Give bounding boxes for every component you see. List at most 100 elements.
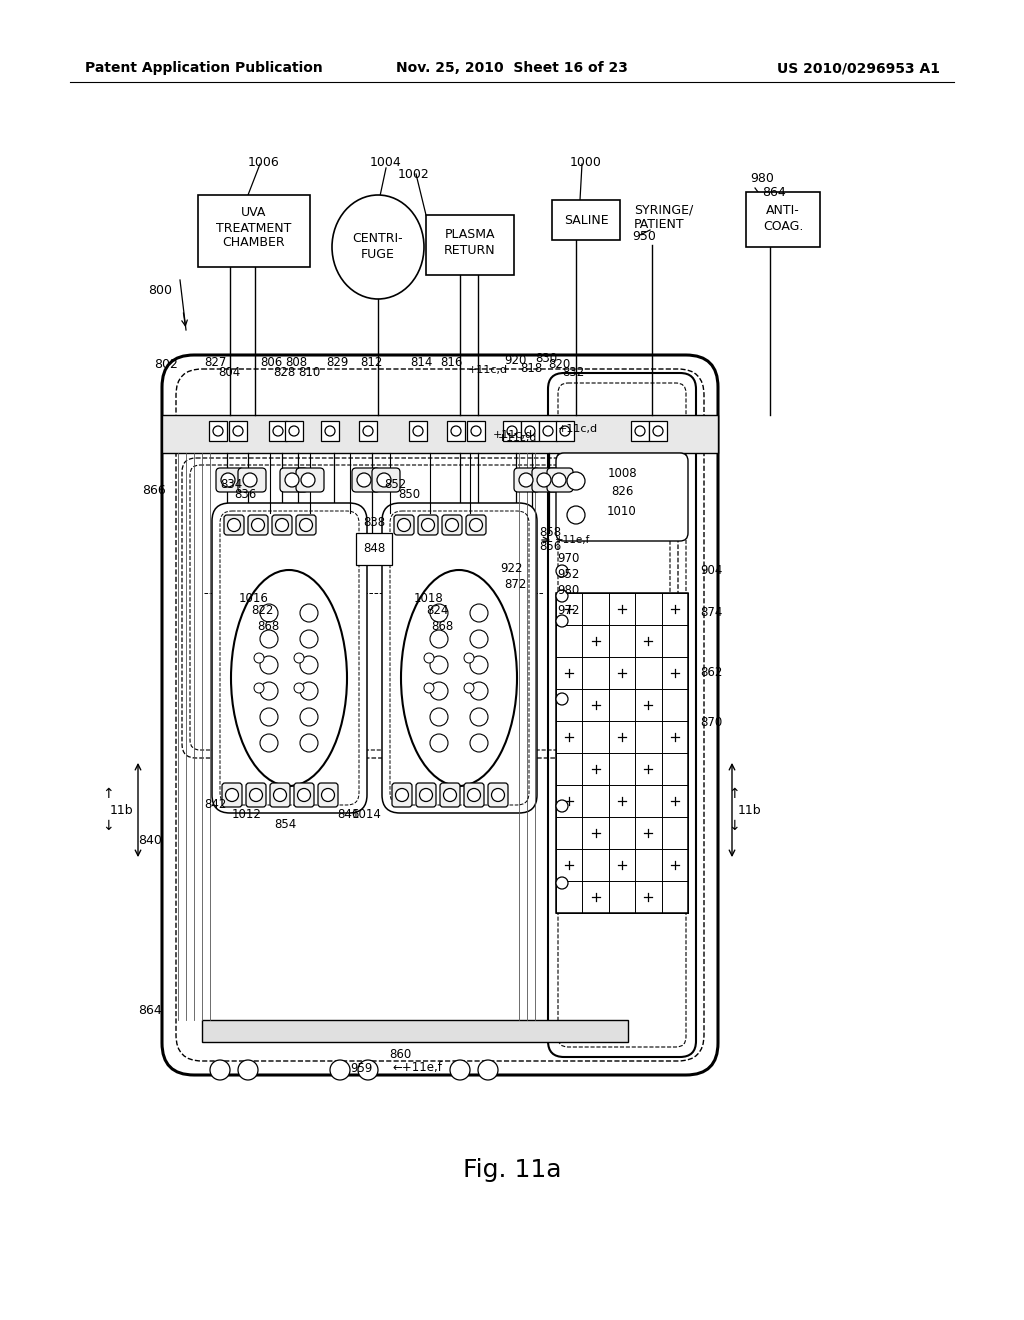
Text: CHAMBER: CHAMBER bbox=[222, 236, 286, 249]
FancyBboxPatch shape bbox=[270, 783, 290, 807]
Circle shape bbox=[300, 605, 318, 622]
Circle shape bbox=[470, 734, 488, 752]
Circle shape bbox=[635, 426, 645, 436]
Text: 866: 866 bbox=[142, 483, 166, 496]
Bar bbox=[503, 421, 521, 441]
Circle shape bbox=[556, 876, 568, 888]
Text: 1002: 1002 bbox=[398, 169, 430, 181]
Bar bbox=[356, 533, 392, 565]
FancyBboxPatch shape bbox=[464, 783, 484, 807]
Bar bbox=[409, 421, 427, 441]
Circle shape bbox=[443, 788, 457, 801]
Circle shape bbox=[470, 708, 488, 726]
Text: 810: 810 bbox=[298, 367, 321, 380]
Circle shape bbox=[289, 426, 299, 436]
Bar bbox=[426, 215, 514, 275]
Circle shape bbox=[227, 519, 241, 532]
Text: 836: 836 bbox=[234, 488, 256, 502]
Bar bbox=[556, 421, 574, 441]
Text: Fig. 11a: Fig. 11a bbox=[463, 1158, 561, 1181]
Circle shape bbox=[300, 708, 318, 726]
Circle shape bbox=[464, 682, 474, 693]
Circle shape bbox=[358, 1060, 378, 1080]
Text: PLASMA: PLASMA bbox=[444, 228, 496, 242]
Circle shape bbox=[567, 506, 585, 524]
Circle shape bbox=[413, 426, 423, 436]
Bar bbox=[467, 421, 485, 441]
Text: 1014: 1014 bbox=[352, 808, 382, 821]
Text: 970: 970 bbox=[557, 552, 580, 565]
Circle shape bbox=[470, 682, 488, 700]
Text: 848: 848 bbox=[362, 543, 385, 556]
Circle shape bbox=[357, 473, 371, 487]
Ellipse shape bbox=[401, 570, 517, 785]
Circle shape bbox=[469, 519, 482, 532]
Text: 820: 820 bbox=[548, 358, 570, 371]
Circle shape bbox=[470, 605, 488, 622]
Text: 800: 800 bbox=[148, 284, 172, 297]
Circle shape bbox=[260, 656, 278, 675]
Text: 1006: 1006 bbox=[248, 157, 280, 169]
Circle shape bbox=[330, 1060, 350, 1080]
Text: PATIENT: PATIENT bbox=[634, 218, 685, 231]
Circle shape bbox=[225, 788, 239, 801]
Circle shape bbox=[470, 656, 488, 675]
Circle shape bbox=[322, 788, 335, 801]
Circle shape bbox=[556, 615, 568, 627]
Text: 980: 980 bbox=[750, 173, 774, 186]
FancyBboxPatch shape bbox=[442, 515, 462, 535]
Text: ←+11e,f: ←+11e,f bbox=[392, 1061, 442, 1074]
Text: Patent Application Publication: Patent Application Publication bbox=[85, 61, 323, 75]
Circle shape bbox=[464, 653, 474, 663]
Text: 850: 850 bbox=[398, 488, 420, 502]
Text: US 2010/0296953 A1: US 2010/0296953 A1 bbox=[777, 61, 940, 75]
Text: 832: 832 bbox=[562, 366, 585, 379]
Circle shape bbox=[298, 788, 310, 801]
Text: 804: 804 bbox=[218, 367, 241, 380]
FancyBboxPatch shape bbox=[222, 783, 242, 807]
Circle shape bbox=[430, 656, 449, 675]
Circle shape bbox=[552, 473, 566, 487]
FancyBboxPatch shape bbox=[352, 469, 380, 492]
Text: +11c,d: +11c,d bbox=[493, 430, 534, 440]
Text: 802: 802 bbox=[154, 358, 178, 371]
Circle shape bbox=[445, 519, 459, 532]
Text: 959: 959 bbox=[350, 1061, 373, 1074]
Circle shape bbox=[430, 605, 449, 622]
Circle shape bbox=[301, 473, 315, 487]
Text: 1004: 1004 bbox=[370, 157, 401, 169]
Bar bbox=[269, 421, 287, 441]
Text: +11c,d: +11c,d bbox=[468, 366, 508, 375]
FancyBboxPatch shape bbox=[280, 469, 308, 492]
Text: RETURN: RETURN bbox=[444, 244, 496, 257]
FancyBboxPatch shape bbox=[547, 469, 573, 492]
Circle shape bbox=[260, 630, 278, 648]
Circle shape bbox=[556, 800, 568, 812]
Bar bbox=[649, 421, 667, 441]
Circle shape bbox=[507, 426, 517, 436]
Text: 952: 952 bbox=[557, 569, 580, 582]
Circle shape bbox=[492, 788, 505, 801]
Circle shape bbox=[560, 426, 570, 436]
Bar bbox=[285, 421, 303, 441]
Text: 1008: 1008 bbox=[607, 467, 637, 480]
Circle shape bbox=[294, 653, 304, 663]
FancyBboxPatch shape bbox=[296, 515, 316, 535]
Text: 816: 816 bbox=[440, 355, 463, 368]
Text: 846: 846 bbox=[337, 808, 359, 821]
Circle shape bbox=[260, 734, 278, 752]
Text: +11e,f: +11e,f bbox=[555, 535, 591, 545]
Circle shape bbox=[537, 473, 551, 487]
Circle shape bbox=[254, 653, 264, 663]
Bar bbox=[447, 421, 465, 441]
Circle shape bbox=[556, 590, 568, 602]
FancyBboxPatch shape bbox=[212, 503, 367, 813]
Text: 858: 858 bbox=[539, 527, 561, 540]
Bar bbox=[552, 201, 620, 240]
FancyBboxPatch shape bbox=[248, 515, 268, 535]
Circle shape bbox=[362, 426, 373, 436]
FancyBboxPatch shape bbox=[532, 469, 558, 492]
Text: FUGE: FUGE bbox=[361, 248, 395, 261]
Text: 814: 814 bbox=[410, 355, 432, 368]
Circle shape bbox=[471, 426, 481, 436]
